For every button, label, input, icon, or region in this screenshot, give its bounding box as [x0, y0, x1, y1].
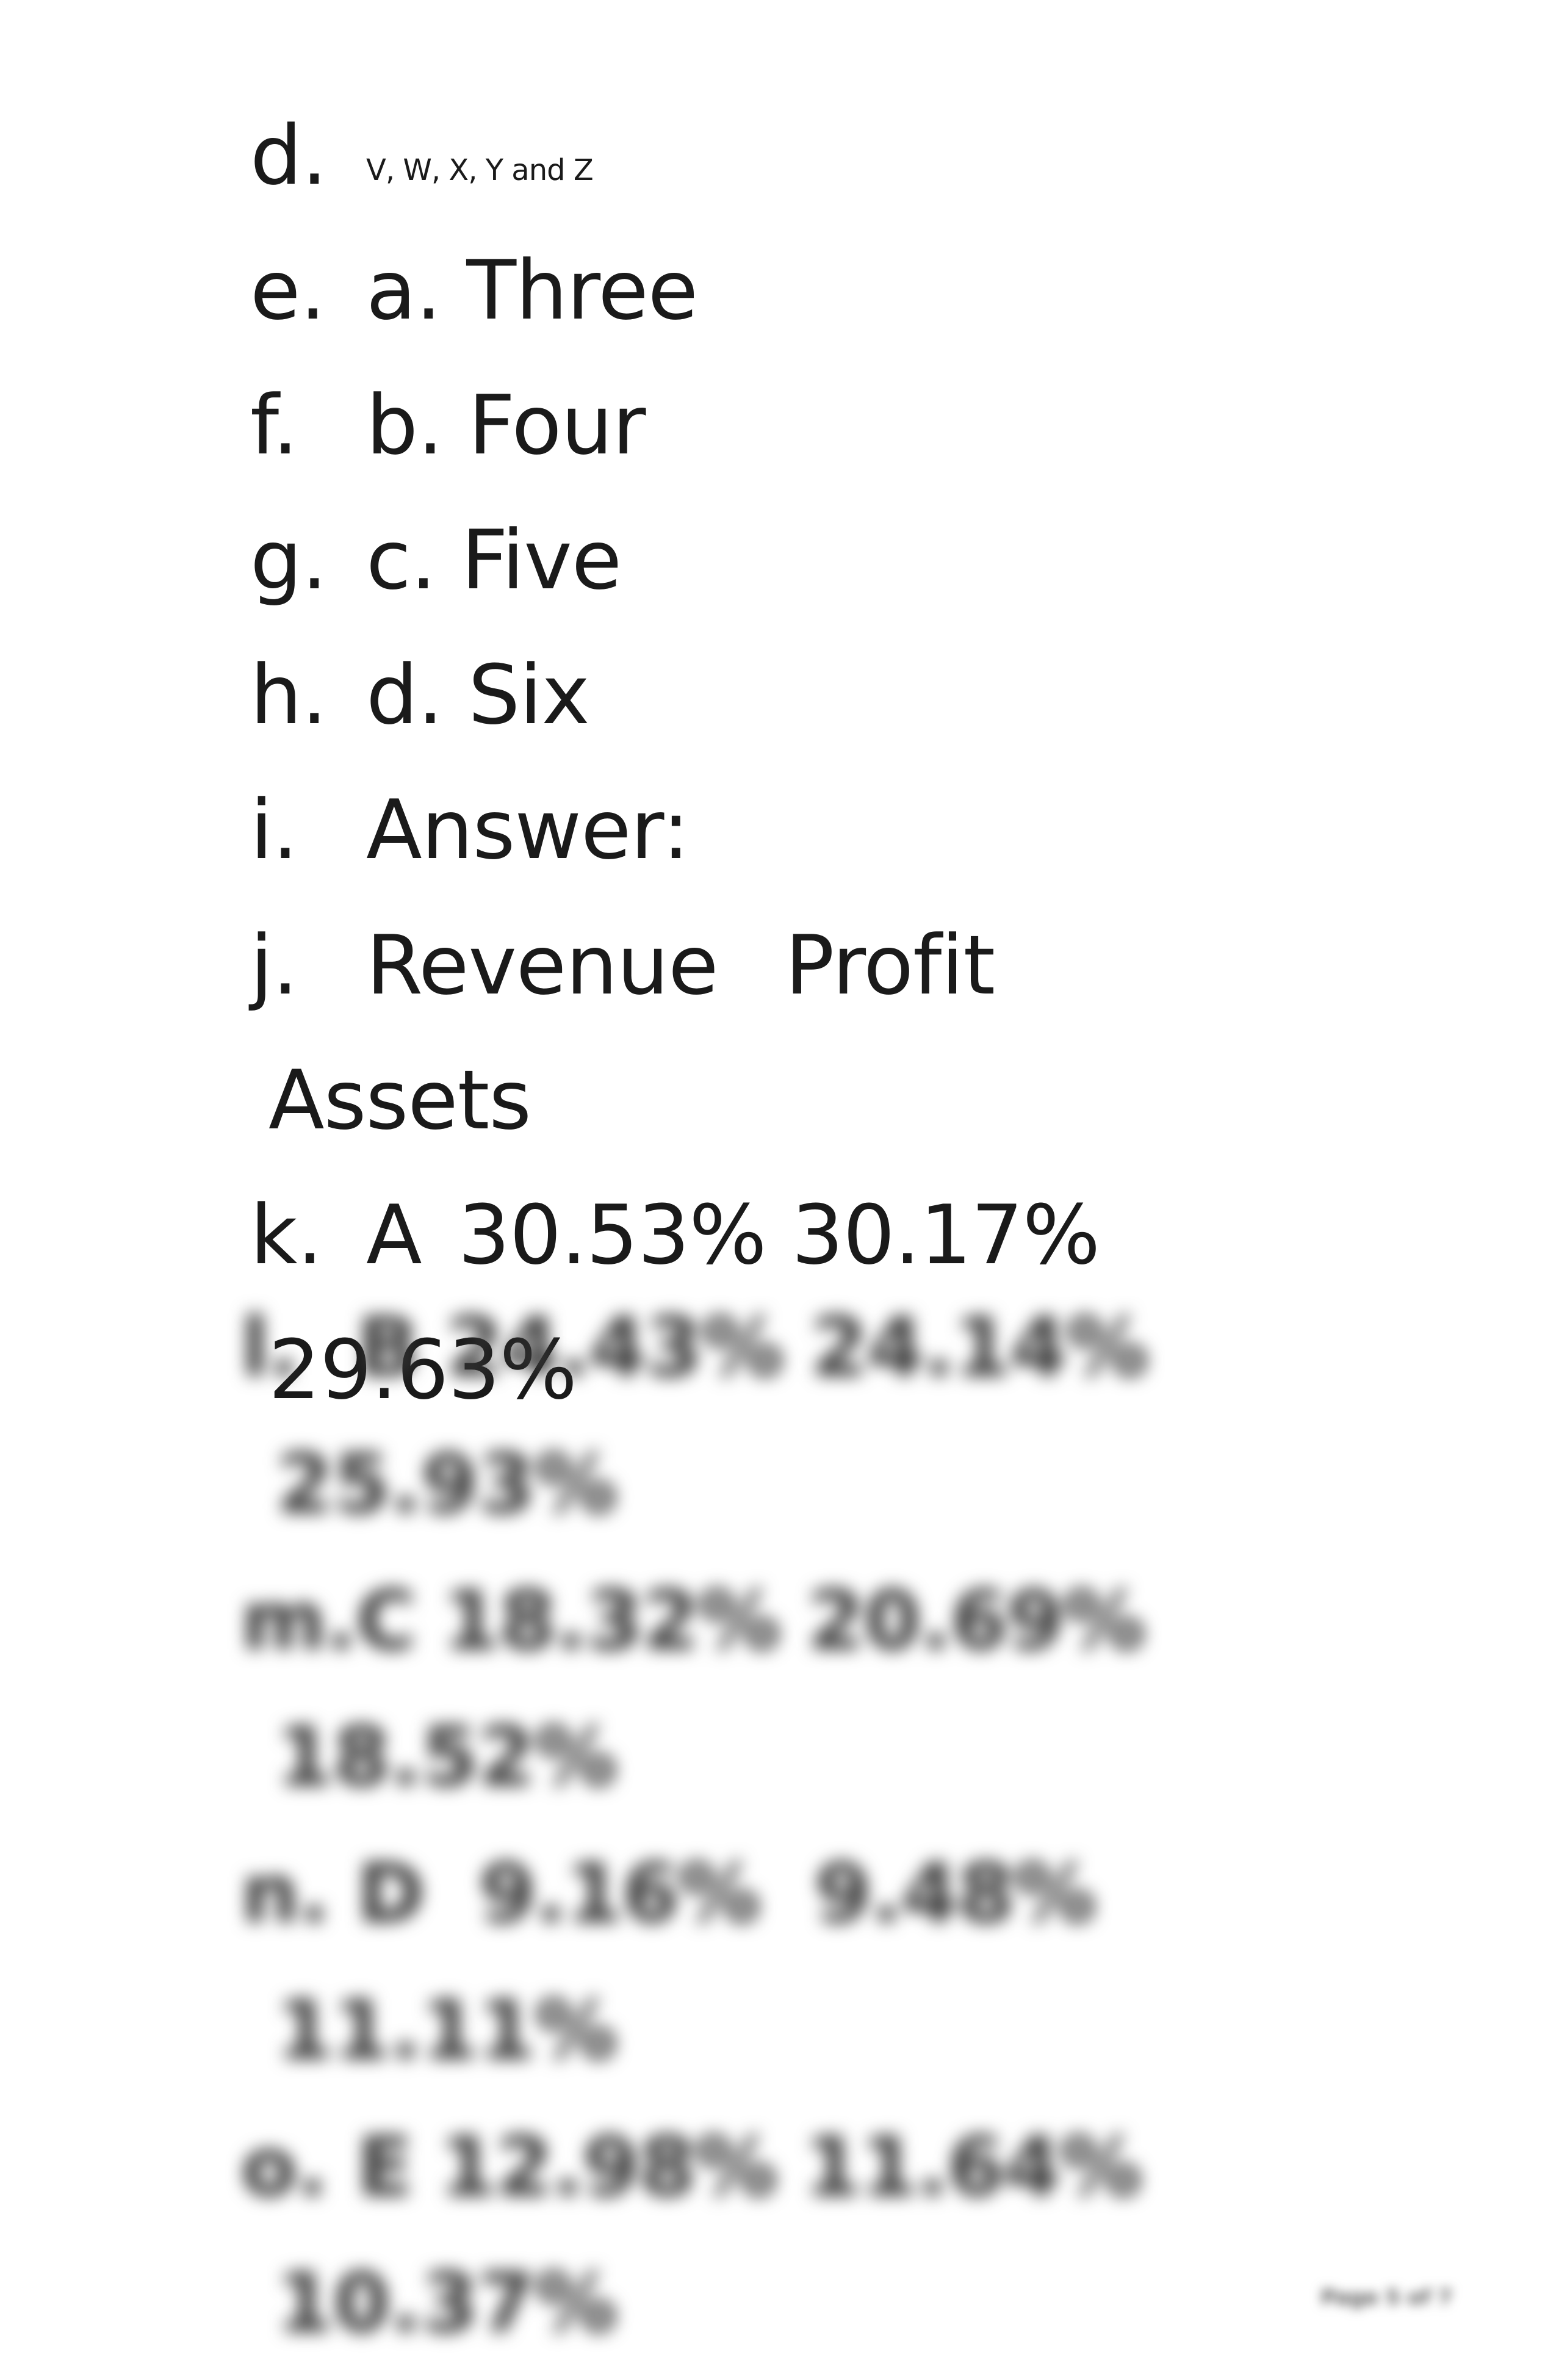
list-item: g.c. Five: [250, 493, 1367, 628]
item-content: D9.16%9.48%: [357, 1846, 1095, 1941]
item-marker: f.: [250, 358, 366, 493]
list-item: e.a. Three: [250, 223, 1367, 358]
list-item: i.Answer:: [250, 763, 1367, 898]
list-item: n.D9.16%9.48%: [241, 1826, 1382, 1963]
item-content: d. Six: [366, 628, 1367, 763]
item-marker: l.: [241, 1280, 357, 1416]
item-wrap: 18.52%: [276, 1689, 1382, 1826]
item-content: B24.43% 24.14%: [357, 1300, 1148, 1395]
page: d.V, W, X, Y and Ze.a. Threef.b. Fourg.c…: [0, 0, 1556, 2380]
item-wrap: Assets: [268, 1033, 1367, 1168]
item-content: RevenueProfit: [366, 898, 1367, 1033]
item-wrap: 25.93%: [276, 1416, 1382, 1553]
item-content: C18.32% 20.69%: [356, 1573, 1145, 1668]
sharp-list: d.V, W, X, Y and Ze.a. Threef.b. Fourg.c…: [250, 88, 1367, 1438]
item-marker: i.: [250, 763, 366, 898]
item-marker: n.: [241, 1826, 357, 1963]
list-item: f.b. Four: [250, 358, 1367, 493]
list-item: l.B24.43% 24.14%: [241, 1280, 1382, 1416]
item-marker: j.: [250, 898, 366, 1033]
item-marker: e.: [250, 223, 366, 358]
item-wrap: 10.37%: [276, 2235, 1382, 2372]
list-item: j.RevenueProfit: [250, 898, 1367, 1033]
item-content: E12.98% 11.64%: [357, 2119, 1141, 2215]
item-marker: o.: [241, 2099, 357, 2236]
item-marker: g.: [250, 493, 366, 628]
page-footer: Page 5 of 7: [1321, 2285, 1452, 2310]
item-wrap: 11.11%: [276, 1963, 1382, 2099]
item-marker: p.: [241, 2372, 357, 2380]
item-marker: d.: [250, 88, 366, 223]
blurred-list: l.B24.43% 24.14%25.93%m.C18.32% 20.69%18…: [241, 1280, 1382, 2380]
list-item: d.V, W, X, Y and Z: [250, 88, 1367, 223]
item-marker: h.: [250, 628, 366, 763]
item-content: Answer:: [366, 763, 1367, 898]
item-content: b. Four: [366, 358, 1367, 493]
item-content: c. Five: [366, 493, 1367, 628]
list-item: p.F4.58%3.88%: [241, 2372, 1382, 2380]
list-item: m.C18.32% 20.69%: [241, 1553, 1382, 1690]
item-marker: m.: [241, 1573, 356, 1668]
item-content: V, W, X, Y and Z: [366, 156, 1367, 185]
list-item: h.d. Six: [250, 628, 1367, 763]
list-item: o.E12.98% 11.64%: [241, 2099, 1382, 2236]
item-content: a. Three: [366, 223, 1367, 358]
